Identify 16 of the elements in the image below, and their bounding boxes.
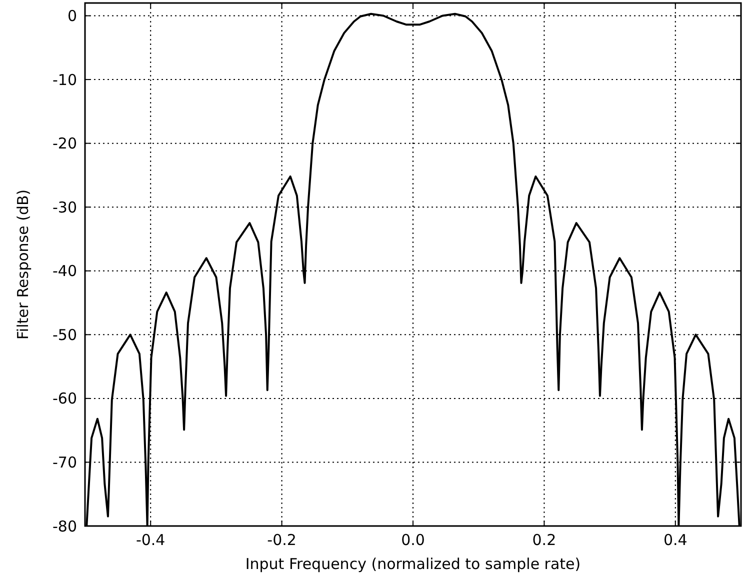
x-axis-title: Input Frequency (normalized to sample rate): [245, 555, 581, 573]
x-tick-label: 0.2: [532, 531, 556, 549]
y-tick-label: -50: [52, 326, 77, 344]
x-tick-label: 0.0: [401, 531, 425, 549]
y-tick-label: -40: [52, 262, 77, 280]
y-tick-label: -60: [52, 390, 77, 408]
y-tick-label: -20: [52, 134, 77, 153]
x-tick-label: -0.4: [136, 531, 166, 549]
y-tick-label: -10: [52, 70, 77, 89]
y-tick-label: -80: [52, 517, 77, 536]
y-tick-label: -70: [52, 453, 77, 472]
y-tick-label: -30: [52, 198, 77, 216]
x-tick-label: 0.4: [663, 531, 688, 549]
y-tick-label: 0: [67, 7, 77, 26]
x-tick-label: -0.2: [267, 531, 296, 549]
y-axis-title: Filter Response (dB): [14, 189, 32, 340]
